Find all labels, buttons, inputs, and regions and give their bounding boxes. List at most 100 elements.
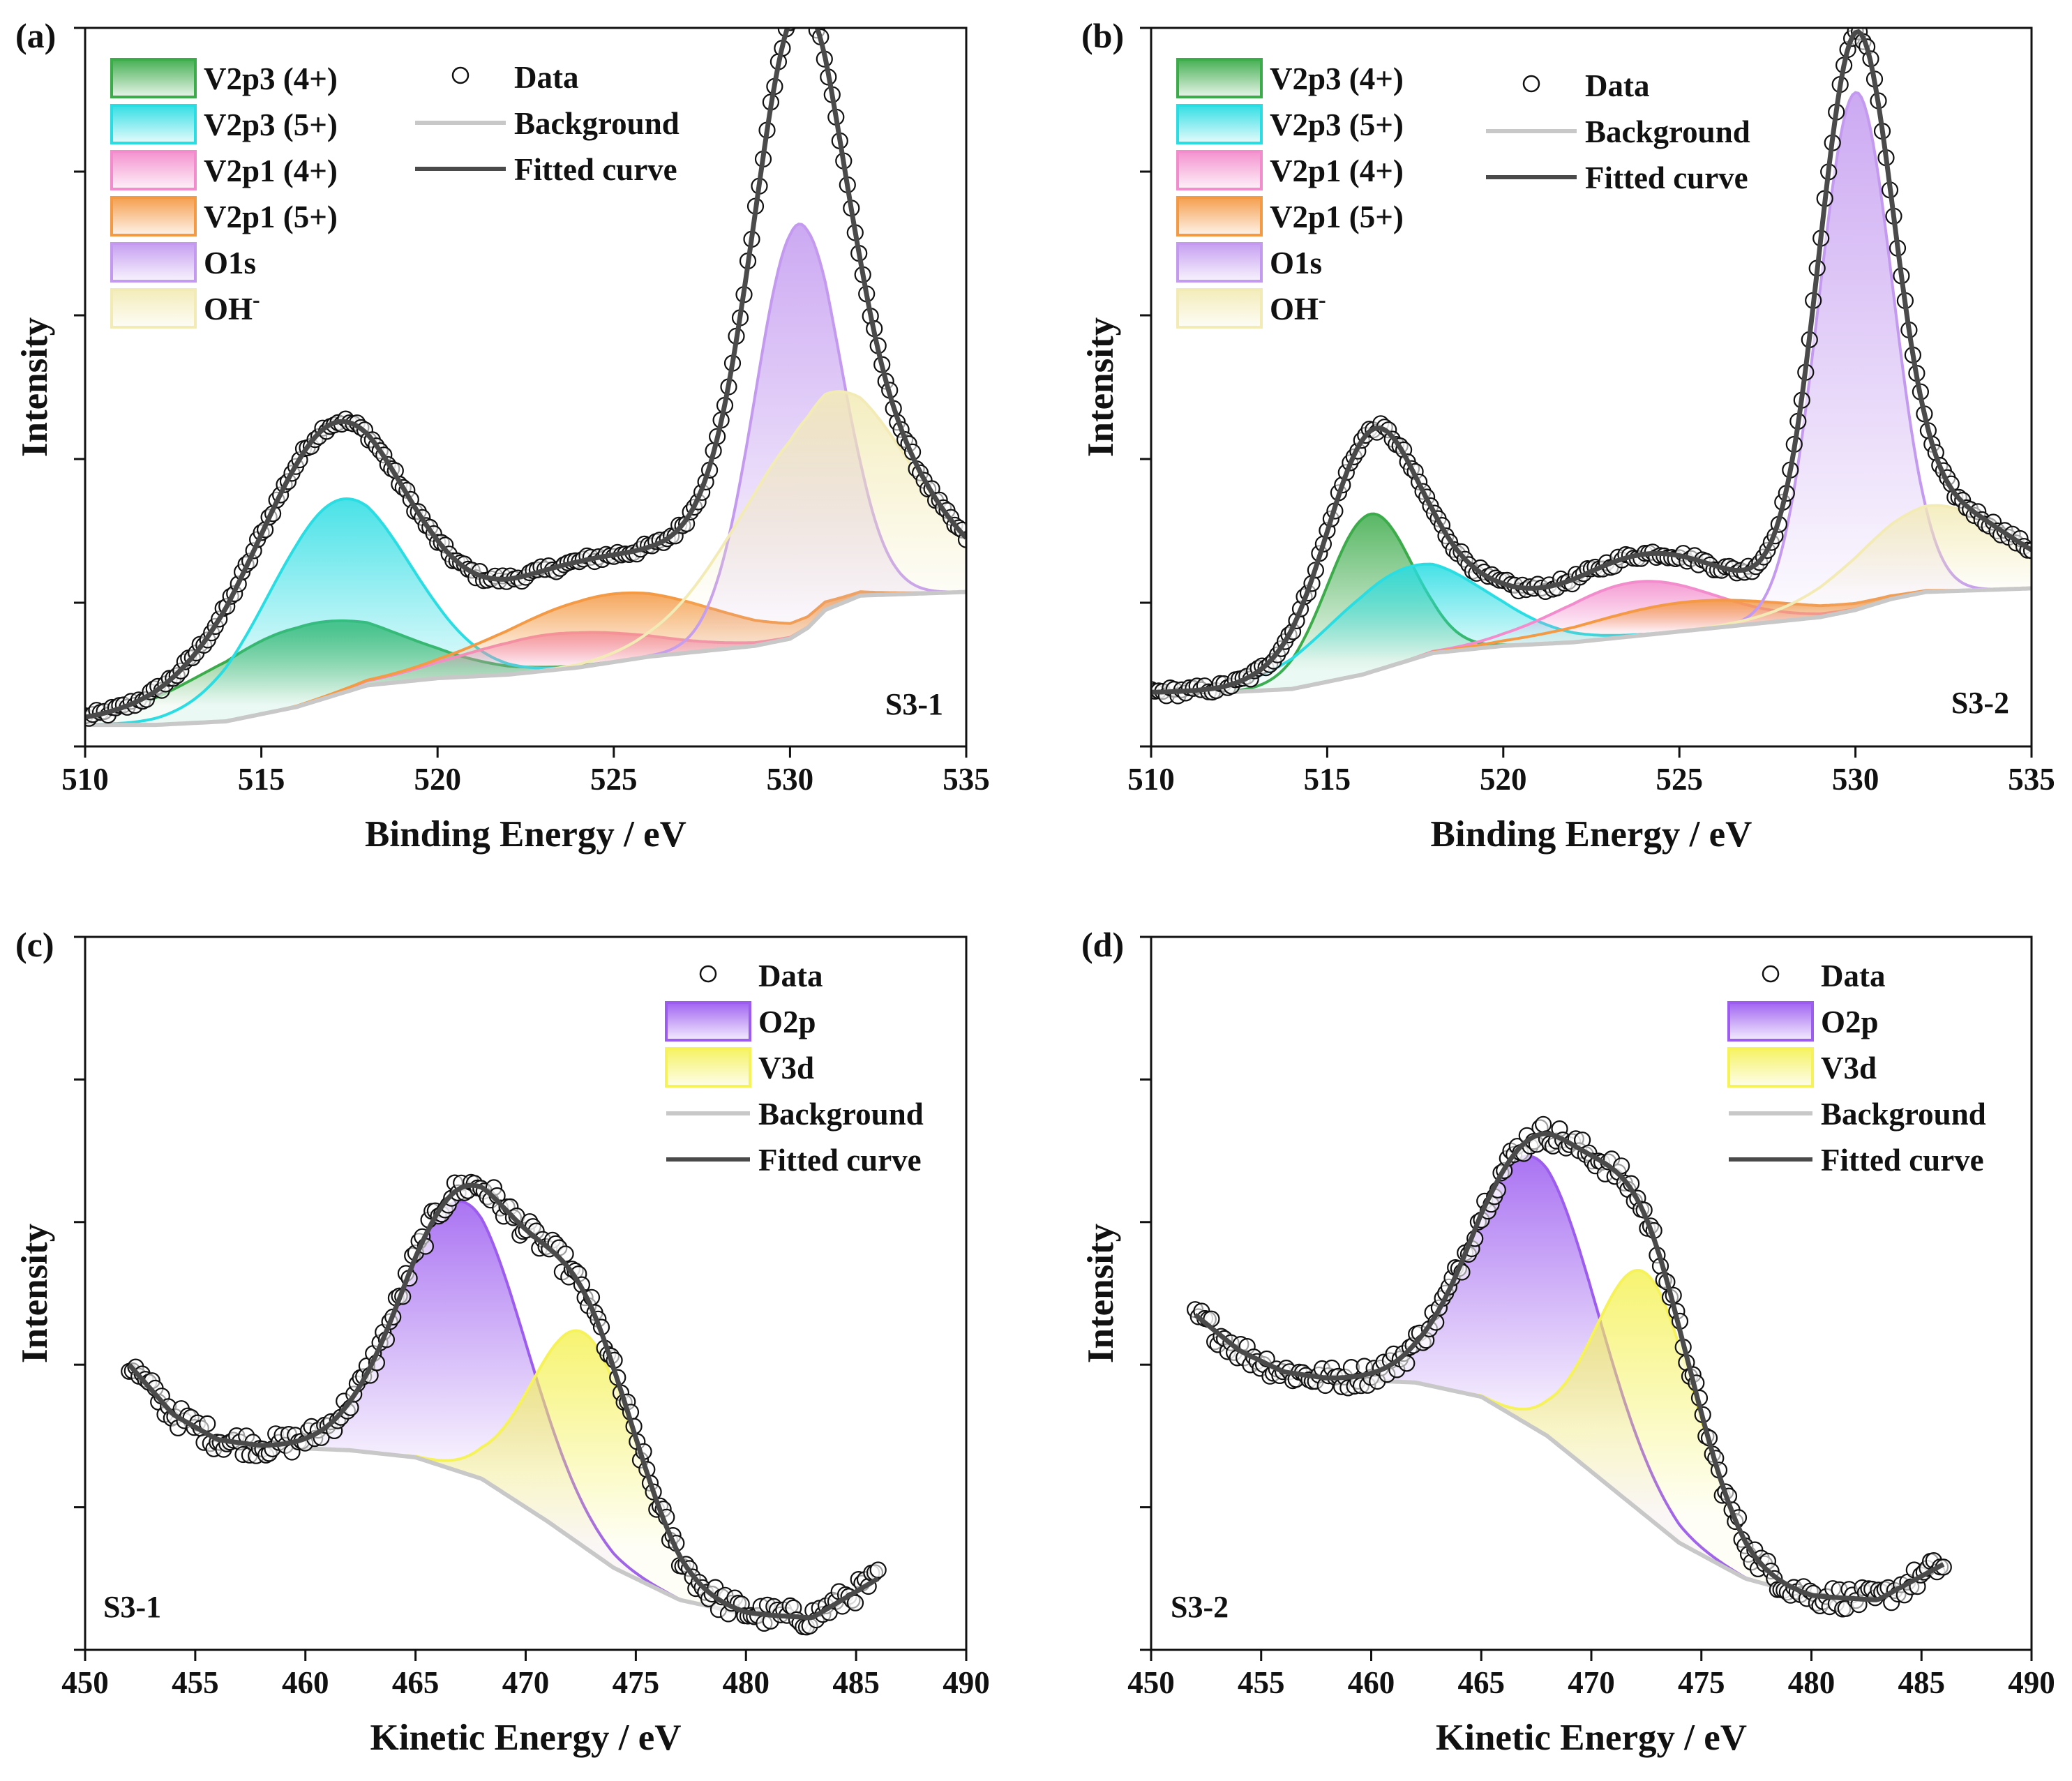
legend-item-data: Data xyxy=(1762,959,1885,993)
panel-a: 510 515 520 525 530 535 Binding Energy / eV Int… xyxy=(15,0,990,855)
x-tick-label: 515 xyxy=(1304,762,1351,797)
legend-label: Background xyxy=(758,1097,924,1132)
legend-item-v2p3-5: V2p3 (5+) xyxy=(1176,104,1404,144)
x-tick-label: 490 xyxy=(943,1665,990,1700)
data-point xyxy=(794,0,809,11)
peak-fill-v3d xyxy=(129,1330,878,1618)
x-tick-label: 475 xyxy=(613,1665,660,1700)
legend-label: V2p1 (4+) xyxy=(204,153,338,188)
peak-fill-o1s xyxy=(1151,92,2032,693)
legend-label: Fitted curve xyxy=(758,1143,922,1178)
peak-fill-oh xyxy=(1151,505,2032,693)
legend-item-data: Data xyxy=(699,959,823,993)
legend-item-background: Background xyxy=(666,1097,924,1132)
panel-c: 450 455 460 465 470 475 480 485 490 Kinetic Energ… xyxy=(15,925,990,1758)
legend-label: V2p1 (4+) xyxy=(1270,153,1404,188)
data-point xyxy=(790,0,805,11)
panel-d: 450 455 460 465 470 475 480 485 490 Kinetic Energ… xyxy=(1081,925,2055,1758)
legend: Data O2p V3d Background Fitted curve xyxy=(1727,959,1986,1178)
legend-label: Data xyxy=(758,959,823,993)
legend-marker xyxy=(451,66,470,84)
y-axis-title: Intensity xyxy=(1081,1224,1121,1363)
legend-swatch xyxy=(1176,196,1263,236)
fitted-curve xyxy=(127,1182,880,1621)
legend-swatch xyxy=(110,104,197,144)
x-axis-title: Kinetic Energy / eV xyxy=(370,1718,682,1758)
peak-fill-v2p3-5 xyxy=(85,499,966,726)
legend-label: V2p3 (4+) xyxy=(204,61,338,96)
x-tick-label: 455 xyxy=(1238,1665,1285,1700)
legend-swatch xyxy=(1176,58,1263,98)
sample-label: S3-1 xyxy=(103,1590,161,1624)
background-line xyxy=(1151,586,2032,695)
x-tick-label: 450 xyxy=(1127,1665,1175,1700)
legend-item-oh: OH- xyxy=(1176,287,1326,329)
legend-item-data: Data xyxy=(1522,68,1649,103)
legend-item-v3d: V3d xyxy=(1727,1047,1877,1088)
peak-fill-o2p xyxy=(129,1201,878,1618)
x-tick-label: 510 xyxy=(61,762,109,797)
data-point xyxy=(869,1561,887,1579)
legend-item-v2p3-4: V2p3 (4+) xyxy=(1176,58,1404,98)
panel-label: (d) xyxy=(1081,925,1124,964)
peak-fill-v3d xyxy=(1195,1270,1944,1600)
x-tick-label: 480 xyxy=(1788,1665,1835,1700)
x-tick-label: 525 xyxy=(590,762,638,797)
fitted-curve xyxy=(1193,1131,1945,1602)
legend-swatch xyxy=(665,1001,751,1042)
legend-label: Fitted curve xyxy=(514,152,677,187)
legend-item-background: Background xyxy=(1729,1097,1986,1132)
x-tick-label: 465 xyxy=(392,1665,440,1700)
legend-label: V3d xyxy=(758,1051,814,1085)
x-tick-label: 470 xyxy=(502,1665,550,1700)
legend-swatch xyxy=(665,1047,751,1088)
axes-frame xyxy=(1150,27,2033,748)
x-tick-label: 530 xyxy=(1832,762,1879,797)
y-axis-title: Intensity xyxy=(1081,317,1121,457)
legend-label: V2p3 (5+) xyxy=(204,107,338,142)
x-tick-label: 535 xyxy=(943,762,990,797)
panel-label: (b) xyxy=(1081,16,1124,55)
x-tick-label: 530 xyxy=(767,762,814,797)
legend-label: Fitted curve xyxy=(1821,1143,1984,1178)
background-line xyxy=(85,589,966,728)
legend-label: Data xyxy=(1585,68,1649,103)
legend-label: V2p1 (5+) xyxy=(1270,200,1404,234)
panel-label: (c) xyxy=(15,925,54,964)
legend-swatch xyxy=(1727,1001,1814,1042)
legend-superscript: - xyxy=(253,287,260,312)
data-point xyxy=(797,0,813,11)
legend-item-fitted-curve: Fitted curve xyxy=(415,152,677,187)
peak-fill-oh xyxy=(85,391,966,726)
x-axis-title: Binding Energy / eV xyxy=(1431,814,1752,855)
legend-swatch xyxy=(110,150,197,190)
legend-item-v2p3-4: V2p3 (4+) xyxy=(110,58,338,98)
legend-item-v2p1-5: V2p1 (5+) xyxy=(1176,196,1404,236)
x-tick-label: 465 xyxy=(1458,1665,1506,1700)
legend-item-fitted-curve: Fitted curve xyxy=(1486,160,1748,195)
legend-item-v2p1-4: V2p1 (4+) xyxy=(1176,150,1404,190)
legend-item-fitted-curve: Fitted curve xyxy=(1729,1143,1984,1178)
x-tick-label: 480 xyxy=(723,1665,770,1700)
x-tick-label: 515 xyxy=(238,762,285,797)
x-tick-label: 525 xyxy=(1656,762,1703,797)
legend-label: Fitted curve xyxy=(1585,160,1748,195)
axes-frame xyxy=(84,935,968,1651)
sample-label: S3-2 xyxy=(1951,686,2009,720)
legend-label: O1s xyxy=(204,246,256,280)
x-axis-title: Kinetic Energy / eV xyxy=(1436,1718,1747,1758)
data-point xyxy=(802,1,817,16)
data-point xyxy=(1535,1115,1552,1133)
legend-superscript: - xyxy=(1319,287,1326,312)
legend-item-v2p3-5: V2p3 (5+) xyxy=(110,104,338,144)
legend-label: O2p xyxy=(1821,1005,1879,1039)
legend-label: V2p3 (4+) xyxy=(1270,61,1404,96)
legend: Data O2p V3d Background Fitted curve xyxy=(665,959,924,1178)
plot-area xyxy=(1186,1115,1952,1618)
legend-item-background: Background xyxy=(1486,114,1750,149)
x-tick-label: 535 xyxy=(2008,762,2055,797)
fitted-curve xyxy=(1151,29,2032,695)
legend-swatch xyxy=(110,196,197,236)
y-axis-title: Intensity xyxy=(15,1224,55,1363)
